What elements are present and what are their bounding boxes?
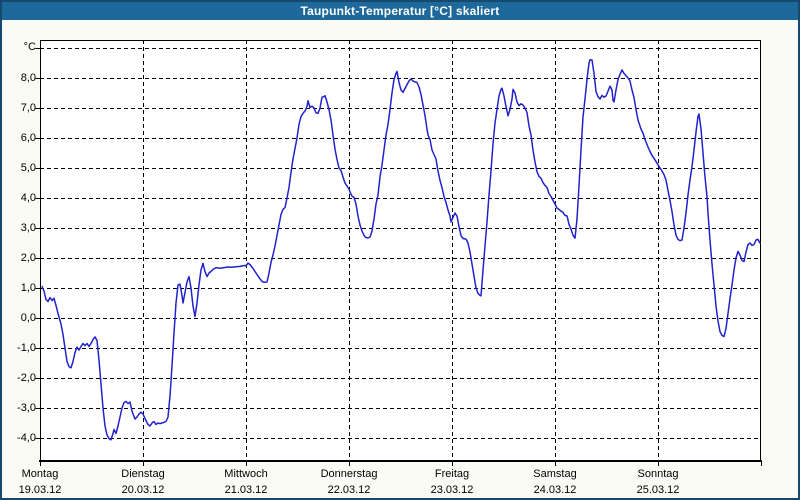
y-axis-label: 6,0 [20, 132, 36, 144]
y-axis-label: 7,0 [20, 102, 36, 114]
day-label: Montag [21, 468, 59, 480]
y-axis-label: -2,0 [17, 372, 36, 384]
y-axis-label: 5,0 [20, 162, 36, 174]
y-axis-label: 4,0 [20, 192, 36, 204]
y-axis-unit-label: °C [23, 41, 36, 53]
day-label: Dienstag [121, 468, 165, 480]
y-axis-label: 1,0 [20, 282, 36, 294]
day-label: Donnerstag [320, 468, 378, 480]
y-axis-label: 8,0 [20, 72, 36, 84]
series-line [41, 58, 761, 441]
y-axis-label: 0,0 [20, 312, 36, 324]
day-label: Mittwoch [224, 468, 268, 480]
plot-background [40, 40, 761, 461]
day-label: Freitag [434, 468, 470, 480]
date-label: 25.03.12 [636, 484, 680, 496]
date-label: 20.03.12 [121, 484, 165, 496]
title-bar[interactable]: Taupunkt-Temperatur [°C] skaliert [2, 2, 798, 20]
day-label: Samstag [533, 468, 577, 480]
y-axis-label: 3,0 [20, 222, 36, 234]
y-axis-label: 2,0 [20, 252, 36, 264]
y-axis-label: -3,0 [17, 402, 36, 414]
date-label: 19.03.12 [18, 484, 62, 496]
date-label: 21.03.12 [224, 484, 268, 496]
date-label: 22.03.12 [327, 484, 371, 496]
y-axis-label: -1,0 [17, 342, 36, 354]
day-label: Sonntag [637, 468, 679, 480]
y-axis-label: -4,0 [17, 432, 36, 444]
chart-title: Taupunkt-Temperatur [°C] skaliert [300, 4, 500, 18]
date-label: 23.03.12 [430, 484, 474, 496]
date-label: 24.03.12 [533, 484, 577, 496]
